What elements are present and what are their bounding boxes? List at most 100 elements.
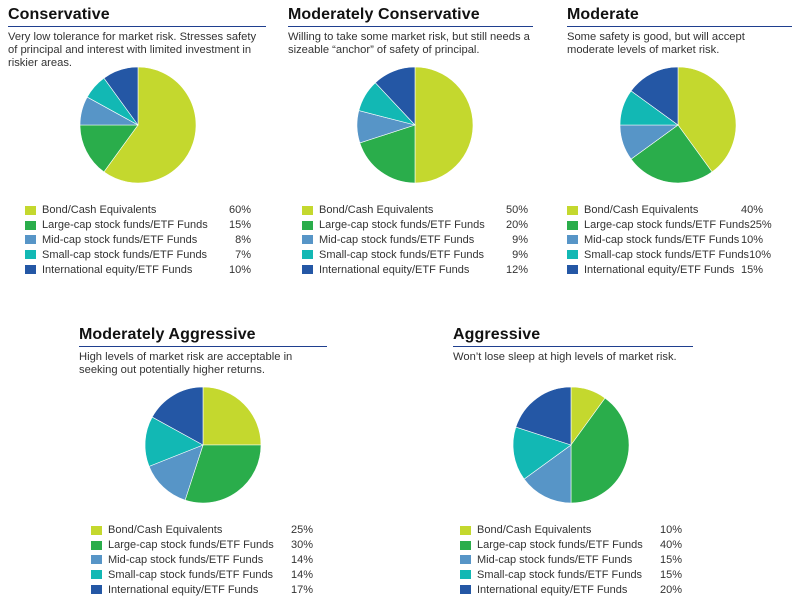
- legend-row: Bond/Cash Equivalents 50%: [302, 203, 528, 218]
- legend-label: Bond/Cash Equivalents: [319, 204, 434, 217]
- chart-title: Conservative: [8, 6, 266, 27]
- legend-swatch: [91, 555, 102, 565]
- chart-title: Moderately Aggressive: [79, 326, 327, 347]
- legend-percent: 10%: [228, 263, 251, 276]
- legend-label: International equity/ETF Funds: [477, 583, 628, 596]
- legend-label: Mid-cap stock funds/ETF Funds: [477, 553, 633, 566]
- legend-label: Large-cap stock funds/ETF Funds: [584, 219, 750, 232]
- legend-label: International equity/ETF Funds: [42, 263, 193, 276]
- legend-label: Large-cap stock funds/ETF Funds: [108, 539, 274, 552]
- legend-swatch: [91, 525, 102, 535]
- chart-description: Some safety is good, but will accept mod…: [567, 31, 745, 56]
- legend-label: International equity/ETF Funds: [108, 583, 259, 596]
- legend-row: Mid-cap stock funds/ETF Funds 8%: [25, 233, 251, 248]
- pie-slice-bond-cash-equivalents: [414, 66, 474, 184]
- legend-row: Mid-cap stock funds/ETF Funds 10%: [567, 233, 763, 248]
- pie-slice-international-equity-etf-funds: [103, 66, 139, 126]
- legend-percent: 40%: [659, 539, 682, 552]
- legend-row: Small-cap stock funds/ETF Funds 15%: [460, 567, 682, 582]
- legend-label: International equity/ETF Funds: [584, 263, 735, 276]
- legend-label: Mid-cap stock funds/ETF Funds: [108, 553, 264, 566]
- pie-chart-moderately-conservative: [356, 66, 474, 184]
- legend-percent: 10%: [749, 248, 772, 261]
- legend-row: Large-cap stock funds/ETF Funds 20%: [302, 218, 528, 233]
- legend-label: Large-cap stock funds/ETF Funds: [477, 539, 643, 552]
- legend-percent: 25%: [290, 524, 313, 537]
- chart-title: Moderate: [567, 6, 792, 27]
- legend-swatch: [460, 540, 471, 550]
- legend-row: Mid-cap stock funds/ETF Funds 9%: [302, 233, 528, 248]
- legend-row: International equity/ETF Funds 17%: [91, 582, 313, 597]
- pie-slice-mid-cap-stock-funds-etf-funds: [148, 444, 204, 501]
- legend-swatch: [25, 265, 36, 275]
- legend-label: Small-cap stock funds/ETF Funds: [319, 248, 485, 261]
- pie-chart-moderate: [619, 66, 737, 184]
- chart-description: High levels of market risk are acceptabl…: [79, 351, 293, 376]
- legend-percent: 10%: [659, 524, 682, 537]
- legend-swatch: [302, 250, 313, 260]
- pie-chart-conservative: [79, 66, 197, 184]
- legend-swatch: [302, 265, 313, 275]
- pie-slice-mid-cap-stock-funds-etf-funds: [523, 444, 572, 504]
- legend-swatch: [25, 235, 36, 245]
- pie-slice-bond-cash-equivalents: [202, 386, 262, 446]
- legend-row: Small-cap stock funds/ETF Funds 7%: [25, 247, 251, 262]
- legend-percent: 30%: [290, 539, 313, 552]
- legend-label: Large-cap stock funds/ETF Funds: [42, 219, 208, 232]
- legend-label: Mid-cap stock funds/ETF Funds: [584, 233, 740, 246]
- chart-title: Aggressive: [453, 326, 693, 347]
- legend-label: Mid-cap stock funds/ETF Funds: [42, 233, 198, 246]
- legend-swatch: [25, 205, 36, 215]
- legend-row: International equity/ETF Funds 10%: [25, 262, 251, 277]
- legend-row: Bond/Cash Equivalents 40%: [567, 203, 763, 218]
- pie-slice-large-cap-stock-funds-etf-funds: [79, 124, 139, 173]
- legend-aggressive: Bond/Cash Equivalents 10% Large-cap stock …: [460, 523, 682, 597]
- pie-slice-small-cap-stock-funds-etf-funds: [144, 416, 204, 467]
- chart-description: Willing to take some market risk, but st…: [288, 31, 530, 56]
- legend-percent: 15%: [659, 568, 682, 581]
- legend-row: Mid-cap stock funds/ETF Funds 15%: [460, 553, 682, 568]
- pie-chart-aggressive: [512, 386, 630, 504]
- legend-swatch: [460, 525, 471, 535]
- legend-percent: 50%: [505, 204, 528, 217]
- legend-label: Mid-cap stock funds/ETF Funds: [319, 233, 475, 246]
- legend-row: Large-cap stock funds/ETF Funds 40%: [460, 538, 682, 553]
- legend-swatch: [91, 540, 102, 550]
- legend-row: Large-cap stock funds/ETF Funds 15%: [25, 218, 251, 233]
- legend-label: Bond/Cash Equivalents: [108, 524, 223, 537]
- pie-slice-large-cap-stock-funds-etf-funds: [184, 444, 262, 504]
- pie-slice-large-cap-stock-funds-etf-funds: [570, 397, 630, 504]
- legend-label: Bond/Cash Equivalents: [477, 524, 592, 537]
- legend-label: Small-cap stock funds/ETF Funds: [42, 248, 208, 261]
- pie-slice-large-cap-stock-funds-etf-funds: [630, 124, 713, 184]
- legend-swatch: [460, 555, 471, 565]
- legend-label: Bond/Cash Equivalents: [584, 204, 699, 217]
- legend-percent: 25%: [749, 219, 772, 232]
- legend-swatch: [302, 220, 313, 230]
- legend-swatch: [567, 265, 578, 275]
- panel-moderately-aggressive: Moderately Aggressive High levels of mar…: [79, 326, 327, 377]
- legend-swatch: [567, 220, 578, 230]
- legend-conservative: Bond/Cash Equivalents 60% Large-cap stock …: [25, 203, 251, 277]
- legend-swatch: [91, 585, 102, 595]
- legend-row: Bond/Cash Equivalents 25%: [91, 523, 313, 538]
- legend-label: Small-cap stock funds/ETF Funds: [477, 568, 643, 581]
- pie-slice-small-cap-stock-funds-etf-funds: [512, 426, 572, 480]
- legend-percent: 15%: [740, 263, 763, 276]
- legend-percent: 15%: [228, 219, 251, 232]
- legend-percent: 14%: [290, 568, 313, 581]
- legend-swatch: [25, 220, 36, 230]
- panel-moderately-conservative: Moderately Conservative Willing to take …: [288, 6, 533, 57]
- legend-row: Large-cap stock funds/ETF Funds 30%: [91, 538, 313, 553]
- panel-aggressive: Aggressive Won’t lose sleep at high leve…: [453, 326, 693, 364]
- legend-row: International equity/ETF Funds 12%: [302, 262, 528, 277]
- legend-swatch: [567, 250, 578, 260]
- legend-row: Bond/Cash Equivalents 10%: [460, 523, 682, 538]
- pie-slice-bond-cash-equivalents: [677, 66, 737, 173]
- pie-slice-international-equity-etf-funds: [515, 386, 572, 446]
- pie-slice-international-equity-etf-funds: [630, 66, 679, 126]
- pie-slice-international-equity-etf-funds: [374, 66, 416, 126]
- legend-swatch: [302, 235, 313, 245]
- pie-slice-international-equity-etf-funds: [151, 386, 204, 446]
- legend-moderate: Bond/Cash Equivalents 40% Large-cap stock …: [567, 203, 772, 277]
